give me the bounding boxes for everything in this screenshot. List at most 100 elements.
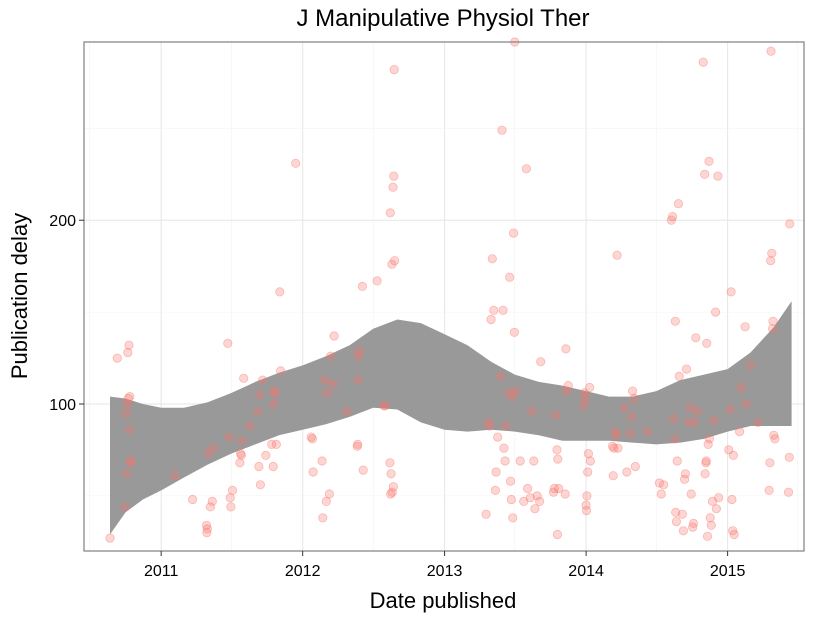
data-point: [491, 467, 501, 477]
x-tick-label: 2012: [285, 563, 321, 580]
data-point: [581, 500, 591, 510]
data-point: [239, 373, 249, 383]
data-point: [700, 469, 710, 479]
data-point: [666, 215, 677, 225]
x-tick-label: 2011: [144, 563, 179, 580]
data-point: [702, 531, 713, 541]
data-point: [387, 487, 397, 497]
data-point: [506, 494, 516, 505]
data-point: [741, 399, 751, 409]
data-point: [489, 305, 499, 315]
data-point: [308, 467, 318, 477]
data-point: [530, 504, 540, 514]
data-point: [608, 471, 618, 481]
data-point: [353, 375, 363, 385]
data-point: [379, 401, 389, 411]
data-point: [670, 316, 680, 326]
data-point: [613, 443, 623, 453]
data-point: [387, 259, 397, 269]
data-point: [268, 399, 279, 409]
data-point: [201, 520, 212, 530]
data-point: [612, 250, 622, 260]
data-point: [354, 346, 364, 356]
data-point: [505, 476, 516, 486]
data-point: [710, 307, 721, 317]
data-point: [688, 522, 698, 532]
data-point: [703, 439, 713, 449]
data-point: [585, 456, 596, 466]
data-point: [562, 386, 572, 396]
data-point: [487, 254, 497, 264]
data-point: [504, 388, 514, 398]
data-point: [267, 439, 277, 449]
data-point: [736, 382, 746, 393]
data-point: [728, 526, 738, 536]
data-point: [490, 485, 500, 495]
data-point: [532, 491, 542, 501]
data-point: [770, 434, 780, 444]
data-point: [552, 529, 563, 540]
data-point: [642, 426, 653, 437]
data-point: [583, 448, 594, 459]
data-point: [352, 441, 362, 451]
data-point: [388, 182, 398, 192]
data-point: [677, 509, 687, 519]
x-axis-title: Date published: [370, 588, 517, 613]
data-point: [225, 493, 235, 503]
data-point: [358, 465, 368, 475]
data-point: [507, 391, 517, 402]
data-point: [261, 450, 271, 460]
data-point: [105, 533, 115, 543]
data-point: [672, 456, 682, 466]
data-point: [705, 513, 715, 523]
data-point: [579, 388, 590, 398]
data-point: [291, 158, 301, 168]
data-point: [306, 432, 316, 442]
data-point: [203, 448, 214, 459]
data-point: [112, 353, 122, 363]
data-point: [386, 469, 396, 479]
data-point: [499, 443, 509, 453]
data-point: [224, 432, 234, 442]
data-point: [611, 430, 621, 440]
data-point: [357, 281, 367, 291]
data-point: [667, 212, 678, 222]
data-point: [125, 425, 135, 435]
data-point: [654, 478, 665, 488]
data-point: [706, 520, 716, 530]
data-point: [764, 485, 774, 495]
data-point: [254, 461, 264, 472]
data-point: [548, 487, 559, 497]
data-point: [607, 441, 618, 451]
data-point: [529, 456, 539, 466]
data-point: [483, 417, 493, 427]
data-point: [702, 338, 712, 348]
data-point: [579, 401, 589, 411]
data-point: [385, 458, 395, 468]
data-point: [321, 496, 331, 506]
data-point: [785, 219, 795, 229]
data-point: [766, 256, 776, 266]
data-point: [766, 46, 776, 56]
data-point: [123, 393, 133, 404]
data-point: [389, 171, 399, 181]
x-tick-label: 2014: [568, 563, 604, 580]
data-point: [783, 487, 794, 497]
data-point: [678, 526, 689, 536]
data-point: [236, 450, 246, 460]
data-point: [711, 504, 722, 514]
data-point: [626, 412, 637, 422]
data-point: [765, 458, 775, 468]
smooth-band-group: [110, 301, 792, 535]
data-point: [610, 426, 620, 437]
x-tick-label: 2013: [427, 563, 463, 580]
y-axis-title: Publication delay: [7, 213, 32, 379]
data-point: [170, 471, 180, 481]
data-point: [324, 489, 334, 499]
data-point: [253, 406, 263, 416]
data-points: [105, 37, 795, 543]
data-point: [552, 445, 562, 455]
data-point: [123, 347, 133, 358]
data-point: [226, 502, 236, 512]
data-point: [767, 248, 777, 258]
